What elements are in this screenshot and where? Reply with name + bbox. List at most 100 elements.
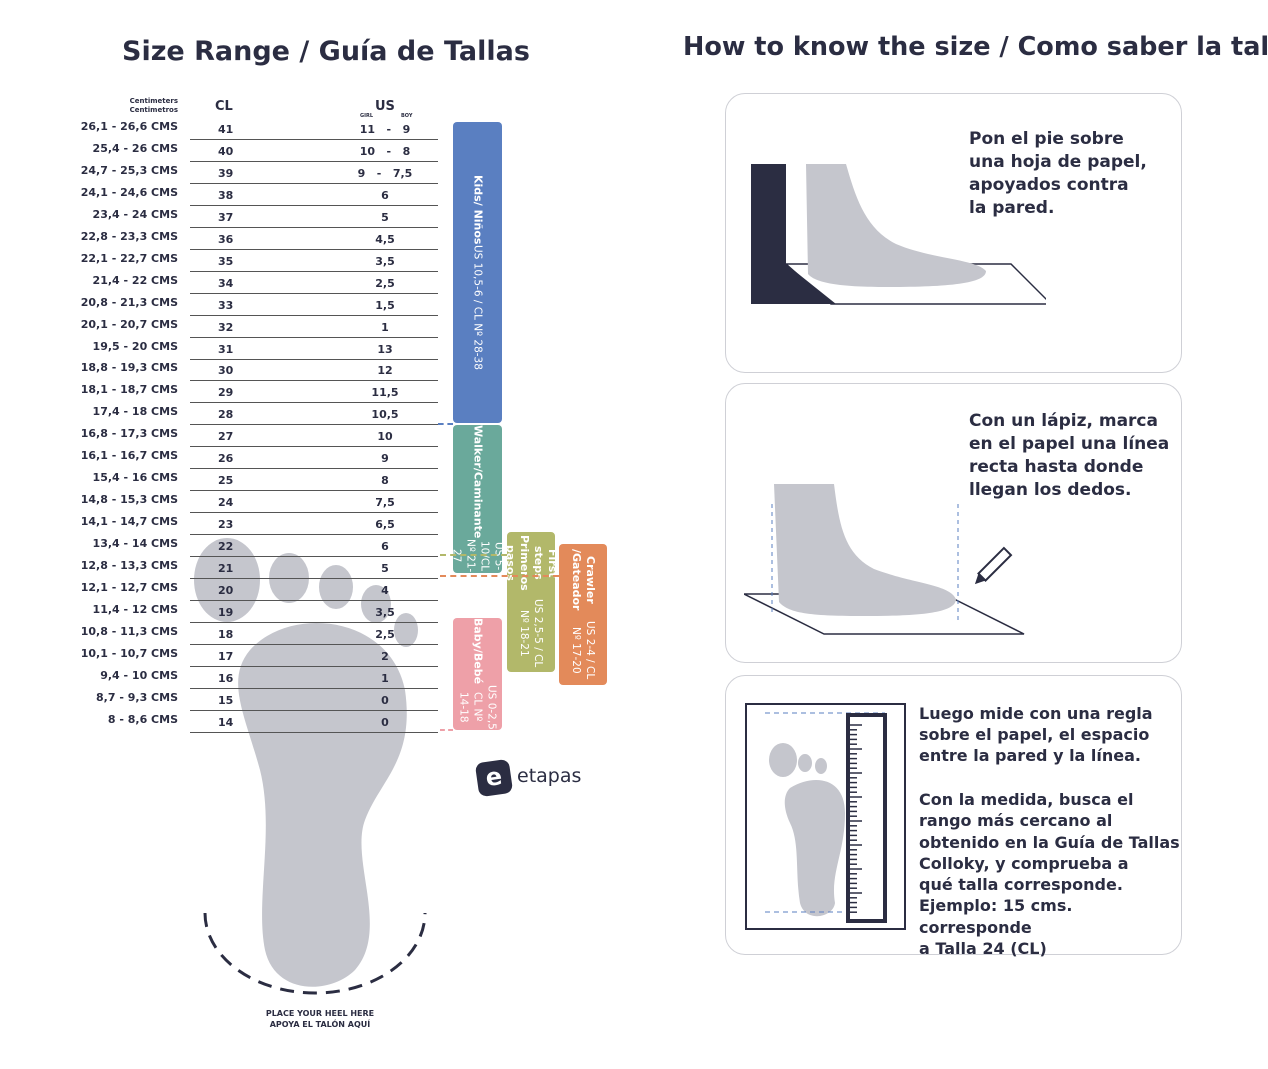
us-size: 12 [377,364,393,378]
us-size: 5 [381,210,389,224]
cl-size: 29 [218,386,234,400]
cm-range: 22,1 - 22,7 CMS [80,251,178,265]
heel-instruction: PLACE YOUR HEEL HERE APOYA EL TALÓN AQUÍ [240,1008,400,1030]
band-sub: US 2-4 / CL Nº 17-20 [570,621,596,680]
cm-range: 19,5 - 20 CMS [92,339,178,353]
connector-baby [440,729,453,731]
cm-range: 22,8 - 23,3 CMS [80,229,178,243]
us-size: 2 [381,649,389,663]
header-cm: Centimeters Centimetros [100,97,178,115]
cl-size: 21 [218,562,234,575]
row-divider [190,599,438,601]
cm-range: 14,8 - 15,3 CMS [80,493,178,507]
heel-arc [203,912,427,995]
us-size: 3,5 [375,605,395,619]
table-row: 23,4 - 24 CMS 37 5 [80,206,440,228]
us-size: 11,5 [371,386,399,400]
cl-size: 39 [218,166,234,180]
table-row: 10,8 - 11,3 CMS 18 2,5 [80,623,440,645]
foot-pencil-illustration [744,484,1025,635]
table-row: 25,4 - 26 CMS 40 10 - 8 [80,140,440,162]
cl-size: 36 [218,232,234,246]
cm-range: 9,4 - 10 CMS [100,668,178,682]
cm-range: 12,8 - 13,3 CMS [80,559,178,572]
us-size: 11 - 9 [359,123,411,136]
table-row: 12,8 - 13,3 CMS 21 5 [80,557,440,579]
cm-range: 14,1 - 14,7 CMS [80,515,178,529]
row-divider [190,402,438,404]
step-3-text-2: Con la medida, busca el rango más cercan… [919,790,1180,959]
header-us: US [375,99,395,114]
row-divider [190,248,438,250]
us-size: 2,5 [375,276,395,290]
us-size: 10,5 [371,408,399,422]
cl-size: 33 [218,298,234,312]
cm-range: 15,4 - 16 CMS [92,471,178,485]
us-size: 6 [381,188,389,202]
step-2-panel: Con un lápiz, marca en el papel una líne… [725,383,1182,663]
cm-range: 10,8 - 11,3 CMS [80,624,178,638]
table-row: 16,1 - 16,7 CMS 26 9 [80,447,440,470]
us-size: 8 [381,474,389,488]
cm-range: 8,7 - 9,3 CMS [96,690,178,704]
row-divider [190,380,438,382]
band-title: Crawler /Gateador [570,549,597,611]
table-row: 13,4 - 14 CMS 22 6 [80,535,440,558]
cm-range: 24,1 - 24,6 CMS [80,185,178,199]
connector-first-steps [440,554,507,556]
us-size: 7,5 [375,496,395,510]
heel-instruction-en: PLACE YOUR HEEL HERE [265,1009,375,1018]
us-size: 10 [377,430,393,444]
table-row: 8,7 - 9,3 CMS 15 0 [80,689,440,711]
connector-crawler [440,575,559,577]
table-row: 20,8 - 21,3 CMS 33 1,5 [80,294,440,316]
us-size: 5 [381,562,389,575]
cm-range: 26,1 - 26,6 CMS [80,120,178,133]
cm-range: 11,4 - 12 CMS [92,602,178,616]
band-sub: US 0-2,5 CL Nº 14-18 [457,684,498,730]
table-row: 11,4 - 12 CMS 19 3,5 [80,601,440,623]
cl-size: 31 [218,342,234,356]
us-size: 10 - 8 [359,144,411,158]
table-row: 22,1 - 22,7 CMS 35 3,5 [80,250,440,272]
row-divider [190,621,438,623]
table-row: 14,1 - 14,7 CMS 23 6,5 [80,513,440,536]
cm-range: 20,8 - 21,3 CMS [80,295,178,309]
us-size: 2,5 [375,627,395,641]
row-divider [190,314,438,316]
cl-size: 17 [218,649,234,663]
row-divider [190,292,438,294]
step-3-panel: Luego mide con una regla sobre el papel,… [725,675,1182,958]
cm-range: 17,4 - 18 CMS [92,405,178,419]
cl-size: 22 [218,540,234,554]
row-divider [190,139,438,140]
table-row: 22,8 - 23,3 CMS 36 4,5 [80,228,440,250]
us-size: 9 [381,452,389,466]
row-divider [190,578,438,579]
row-divider [190,424,438,426]
header-cm-es: Centimetros [129,106,178,114]
us-size: 4,5 [375,232,395,246]
heel-instruction-es: APOYA EL TALÓN AQUÍ [269,1020,371,1029]
band-crawler: Crawler /Gateador US 2-4 / CL Nº 17-20 [559,544,607,685]
row-divider [190,270,438,272]
table-row: 14,8 - 15,3 CMS 24 7,5 [80,491,440,514]
table-row: 16,8 - 17,3 CMS 27 10 [80,425,440,448]
cm-range: 20,1 - 20,7 CMS [80,317,178,331]
cm-range: 18,8 - 19,3 CMS [80,361,178,375]
connector-kids [438,423,453,425]
row-divider [190,731,438,733]
cm-range: 10,1 - 10,7 CMS [80,646,178,660]
cl-size: 40 [218,144,234,158]
cl-size: 38 [218,188,234,202]
band-walker: Walker/Caminante US 5-10/CL Nº 21-27 [451,425,505,573]
table-row: 24,1 - 24,6 CMS 38 6 [80,184,440,206]
row-divider [190,160,438,162]
step-1-text: Pon el pie sobre una hoja de papel, apoy… [969,129,1147,218]
cm-range: 24,7 - 25,3 CMS [80,163,178,177]
cl-size: 14 [218,715,234,729]
ruler-measure-illustration [745,703,906,930]
band-title: Baby/Bebé [471,618,485,685]
cl-size: 35 [218,254,234,268]
